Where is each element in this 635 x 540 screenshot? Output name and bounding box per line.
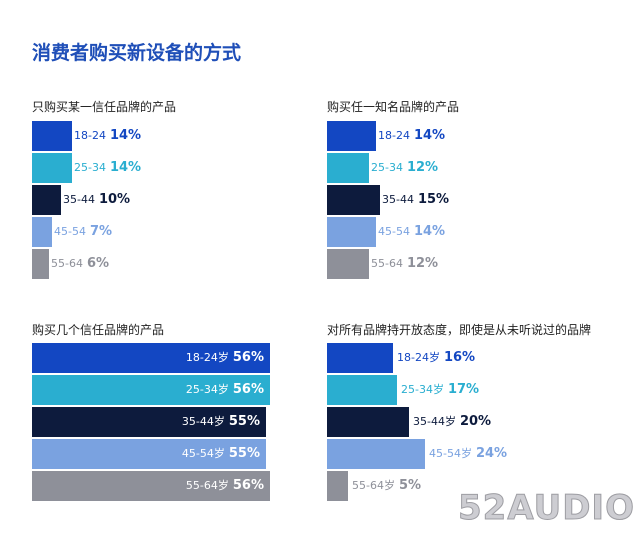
value-label: 14% (109, 128, 142, 143)
bar-label-1-5: 55-64 6% (51, 249, 109, 279)
value-label: 14% (413, 128, 446, 143)
chart-panel-2: 18-24 14% 25-34 12% 35-44 15% 45-54 14% 55-64 12% (327, 121, 607, 281)
category-label: 45-54 (378, 225, 410, 238)
bar-1-1 (32, 121, 72, 151)
bar-3-4 (32, 439, 266, 469)
category-label: 55-64 (51, 257, 83, 270)
bar-label-4-4: 45-54岁 24% (429, 439, 507, 469)
category-label: 18-24 (378, 129, 410, 142)
bar-label-4-3: 35-44岁 20% (413, 407, 491, 437)
value-label: 55% (228, 446, 260, 461)
bar-label-4-5: 55-64岁 5% (352, 471, 421, 501)
bar-2-3 (327, 185, 380, 215)
bar-label-2-3: 35-44 15% (382, 185, 449, 215)
value-label: 55% (228, 414, 260, 429)
value-label: 10% (98, 192, 131, 207)
bar-2-2 (327, 153, 369, 183)
bar-3-3 (32, 407, 266, 437)
chart-panel-3: 18-24岁 56% 25-34岁 56% 35-44岁 55% 45-54岁 55% 55-6… (32, 343, 302, 503)
category-label: 25-34岁 (401, 383, 444, 396)
value-label: 24% (475, 446, 508, 461)
category-label: 25-34 (371, 161, 403, 174)
bar-2-1 (327, 121, 376, 151)
value-label: 12% (406, 160, 439, 175)
bar-4-4 (327, 439, 425, 469)
category-label: 45-54 (54, 225, 86, 238)
category-label: 35-44 (382, 193, 414, 206)
bar-label-1-4: 45-54 7% (54, 217, 112, 247)
value-label: 12% (406, 256, 439, 271)
bar-label-3-3: 35-44岁 55% (182, 407, 260, 437)
category-label: 25-34 (74, 161, 106, 174)
value-label: 14% (413, 224, 446, 239)
category-label: 18-24 (74, 129, 106, 142)
chart-title-3: 购买几个信任品牌的产品 (32, 323, 165, 337)
chart-panel-4: 18-24岁 16% 25-34岁 17% 35-44岁 20% 45-54岁 24% 55-6… (327, 343, 607, 503)
value-label: 5% (398, 478, 422, 493)
value-label: 7% (89, 224, 113, 239)
bar-4-2 (327, 375, 397, 405)
category-label: 55-64 (371, 257, 403, 270)
bar-4-1 (327, 343, 393, 373)
category-label: 45-54岁 (429, 447, 472, 460)
bar-1-5 (32, 249, 49, 279)
bar-label-2-1: 18-24 14% (378, 121, 445, 151)
value-label: 14% (109, 160, 142, 175)
category-label: 18-24岁 (185, 351, 229, 364)
value-label: 56% (232, 478, 264, 493)
bar-label-2-5: 55-64 12% (371, 249, 438, 279)
bar-label-2-4: 45-54 14% (378, 217, 445, 247)
bar-label-3-4: 45-54岁 55% (182, 439, 260, 469)
bar-label-3-2: 25-34岁 56% (186, 375, 264, 405)
value-label: 16% (443, 350, 476, 365)
bar-3-1 (32, 343, 270, 373)
category-label: 35-44岁 (413, 415, 456, 428)
bar-label-1-2: 25-34 14% (74, 153, 141, 183)
chart-title-4: 对所有品牌持开放态度，即使是从未听说过的品牌 (327, 323, 592, 337)
bar-4-3 (327, 407, 409, 437)
category-label: 25-34岁 (185, 383, 229, 396)
chart-panel-1: 18-24 14% 25-34 14% 35-44 10% 45-54 7% 55-64 6% (32, 121, 302, 281)
page-title: 消费者购买新设备的方式 (32, 42, 242, 64)
bar-2-5 (327, 249, 369, 279)
bar-1-2 (32, 153, 72, 183)
bar-1-4 (32, 217, 52, 247)
category-label: 35-44 (63, 193, 95, 206)
category-label: 18-24岁 (397, 351, 440, 364)
value-label: 15% (417, 192, 450, 207)
category-label: 45-54岁 (181, 447, 225, 460)
bar-label-4-1: 18-24岁 16% (397, 343, 475, 373)
category-label: 55-64岁 (352, 479, 395, 492)
value-label: 56% (232, 382, 264, 397)
chart-title-2: 购买任一知名品牌的产品 (327, 100, 460, 114)
value-label: 17% (447, 382, 480, 397)
value-label: 20% (459, 414, 492, 429)
bar-label-2-2: 25-34 12% (371, 153, 438, 183)
bar-3-5 (32, 471, 270, 501)
bar-label-3-5: 55-64岁 56% (186, 471, 264, 501)
bar-label-4-2: 25-34岁 17% (401, 375, 479, 405)
category-label: 35-44岁 (181, 415, 225, 428)
bar-3-2 (32, 375, 270, 405)
watermark: 52AUDIO (458, 488, 635, 529)
bar-4-5 (327, 471, 348, 501)
value-label: 6% (86, 256, 110, 271)
bar-label-1-3: 35-44 10% (63, 185, 130, 215)
bar-2-4 (327, 217, 376, 247)
chart-title-1: 只购买某一信任品牌的产品 (32, 100, 177, 114)
value-label: 56% (232, 350, 264, 365)
category-label: 55-64岁 (185, 479, 229, 492)
bar-1-3 (32, 185, 61, 215)
bar-label-1-1: 18-24 14% (74, 121, 141, 151)
bar-label-3-1: 18-24岁 56% (186, 343, 264, 373)
